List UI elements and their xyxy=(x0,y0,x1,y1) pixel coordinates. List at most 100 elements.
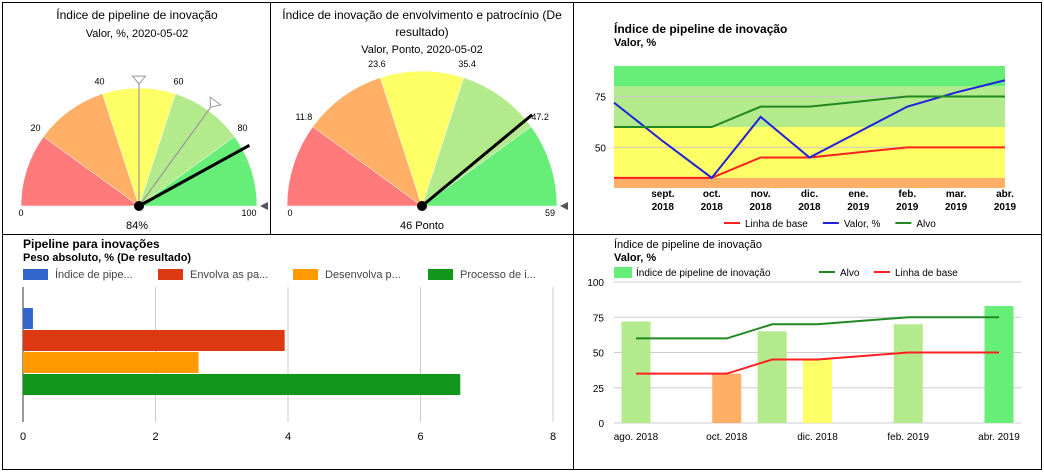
gauge-band xyxy=(312,77,423,207)
series-line xyxy=(636,351,999,375)
gauge-target-line xyxy=(138,106,212,207)
x-tick-label: 2018 xyxy=(652,202,675,213)
x-tick-label: 2 xyxy=(152,431,158,443)
gauge-needle xyxy=(421,113,534,208)
line-panel-innovation-pipeline: Índice de pipeline de inovação Valor, % … xyxy=(573,2,1042,235)
chart-subtitle: Valor, % xyxy=(614,37,656,49)
legend-label: Processo de i... xyxy=(460,269,536,281)
chart-title: Índice de inovação de envolvimento e pat… xyxy=(282,7,562,22)
legend-label: Linha de base xyxy=(895,268,958,279)
x-tick-label: 2018 xyxy=(798,202,821,213)
gauge-band-label: 20 xyxy=(30,123,40,133)
gauge-max-marker xyxy=(260,202,268,210)
y-tick-label: 75 xyxy=(595,93,607,104)
gauge-baseline-marker xyxy=(131,75,147,85)
x-tick-label: dic. xyxy=(801,189,818,200)
gauge-panel-engagement-sponsorship: Índice de inovação de envolvimento e pat… xyxy=(270,2,574,235)
gauge-band-label: 60 xyxy=(174,76,184,86)
x-tick-label: abr. xyxy=(996,189,1014,200)
x-tick-label: 2019 xyxy=(896,202,919,213)
series-line xyxy=(636,316,999,340)
bar xyxy=(712,373,742,423)
line-chart-innovation-pipeline: Índice de pipeline de inovação Valor, % … xyxy=(595,21,1017,230)
legend-label: Alvo xyxy=(840,268,860,279)
legend-swatch xyxy=(293,269,318,280)
bar xyxy=(757,331,787,423)
gauge-band-label: 35.4 xyxy=(458,59,476,69)
background-band xyxy=(614,127,1005,178)
gauge-max-label: 100 xyxy=(241,208,256,218)
x-tick-label: oct. xyxy=(703,189,721,200)
gauge-needle xyxy=(138,143,251,208)
gauge-band-label: 11.8 xyxy=(295,112,312,122)
gauge-needle-hub xyxy=(134,201,144,211)
bar-panel-pipeline-innovations: Pipeline para inovações Peso absoluto, %… xyxy=(2,234,574,470)
legend-swatch xyxy=(614,267,632,278)
legend-label: Índice de pipeline de inovação xyxy=(636,266,771,279)
y-tick-label: 100 xyxy=(587,278,604,289)
bar xyxy=(984,305,1014,423)
gauge-band xyxy=(379,70,465,207)
legend-label: Alvo xyxy=(916,219,936,230)
legend-label: Envolva as pa... xyxy=(190,269,268,281)
y-tick-label: 50 xyxy=(595,143,607,154)
x-tick-label: 2019 xyxy=(945,202,968,213)
x-tick-label: 4 xyxy=(285,431,291,443)
y-tick-label: 25 xyxy=(593,384,605,395)
bar xyxy=(23,374,461,395)
bar xyxy=(893,324,923,423)
x-tick-label: nov. xyxy=(751,189,771,200)
x-tick-label: ago. 2018 xyxy=(614,432,659,443)
gauge-band-label: 80 xyxy=(238,123,248,133)
x-tick-label: oct. 2018 xyxy=(706,432,748,443)
gauge-target-marker xyxy=(209,96,222,108)
x-tick-label: abr. 2019 xyxy=(978,432,1020,443)
legend-label: Índice de pipe... xyxy=(55,268,133,281)
legend-label: Desenvolva p... xyxy=(325,269,401,281)
bar xyxy=(23,308,33,329)
gauge-band xyxy=(421,77,532,207)
x-tick-label: 0 xyxy=(20,431,26,443)
combo-panel-innovation-pipeline: Índice de pipeline de inovação Valor, % … xyxy=(573,234,1042,470)
gauge-value-label: 46 Ponto xyxy=(400,220,444,232)
x-tick-label: 8 xyxy=(550,431,556,443)
chart-subtitle: Valor, % xyxy=(614,252,656,264)
x-tick-label: feb. xyxy=(898,189,916,200)
gauge-band xyxy=(43,93,140,207)
combo-chart-innovation-pipeline: Índice de pipeline de inovação Valor, % … xyxy=(587,238,1021,443)
chart-title: Índice de pipeline de inovação xyxy=(614,21,787,36)
chart-title: Índice de pipeline de inovação xyxy=(56,7,218,22)
y-tick-label: 50 xyxy=(593,349,605,360)
chart-subtitle: Peso absoluto, % (De resultado) xyxy=(23,252,191,264)
chart-title: Índice de pipeline de inovação xyxy=(614,238,762,251)
x-tick-label: 2018 xyxy=(701,202,724,213)
gauge-band-label: 47.2 xyxy=(531,112,549,122)
bar xyxy=(23,330,285,351)
background-band xyxy=(614,177,1005,188)
series-line xyxy=(614,95,1005,128)
chart-subtitle: Valor, %, 2020-05-02 xyxy=(86,28,189,40)
gauge-needle-hub xyxy=(417,201,427,211)
gauge-value-label: 84% xyxy=(126,220,148,232)
chart-title: Pipeline para inovações xyxy=(23,237,160,251)
y-tick-label: 75 xyxy=(593,313,605,324)
gauge-chart-engagement-sponsorship: Índice de inovação de envolvimento e pat… xyxy=(282,7,568,232)
chart-title-line2: resultado) xyxy=(395,25,448,39)
x-tick-label: 2019 xyxy=(847,202,870,213)
gauge-chart-innovation-pipeline: Índice de pipeline de inovação Valor, %,… xyxy=(18,7,268,232)
x-tick-label: mar. xyxy=(946,189,967,200)
legend-swatch xyxy=(158,269,183,280)
x-tick-label: 6 xyxy=(417,431,423,443)
legend-label: Valor, % xyxy=(844,219,881,230)
chart-subtitle: Valor, Ponto, 2020-05-02 xyxy=(361,44,483,56)
gauge-max-label: 59 xyxy=(545,208,555,218)
x-tick-label: feb. 2019 xyxy=(887,432,929,443)
x-tick-label: ene. xyxy=(848,189,868,200)
gauge-band-label: 23.6 xyxy=(368,59,386,69)
bar xyxy=(803,359,832,423)
gauge-min-label: 0 xyxy=(287,208,292,218)
gauge-band-label: 40 xyxy=(94,76,104,86)
legend-swatch xyxy=(428,269,453,280)
legend-label: Linha de base xyxy=(745,219,808,230)
gauge-band xyxy=(421,126,558,207)
